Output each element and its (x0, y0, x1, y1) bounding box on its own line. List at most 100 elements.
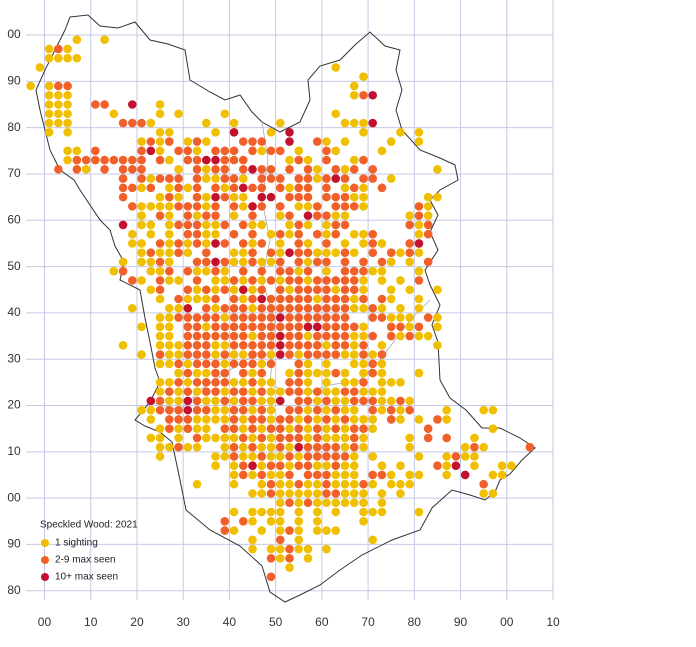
sighting-dot (211, 183, 220, 193)
sighting-dot (266, 415, 276, 424)
sighting-dot (137, 146, 146, 156)
sighting-dot (220, 415, 230, 424)
sighting-dot (386, 137, 396, 146)
sighting-dot (303, 313, 313, 322)
sighting-dot (44, 81, 54, 91)
sighting-dot (174, 146, 183, 156)
sighting-dot (497, 470, 507, 480)
sighting-dot (331, 202, 341, 211)
sighting-dot (211, 405, 220, 415)
sighting-dot (359, 378, 368, 387)
sighting-dot (229, 341, 239, 350)
sighting-dot (331, 109, 341, 119)
sighting-dot (238, 424, 248, 433)
sighting-dot (294, 192, 304, 202)
sighting-dot (238, 322, 248, 332)
sighting-dot (155, 174, 165, 183)
sighting-dot (257, 192, 267, 202)
sighting-dot (220, 285, 230, 295)
sighting-dot (414, 470, 424, 480)
sighting-dot (201, 331, 211, 341)
sighting-dot (303, 378, 313, 387)
sighting-dot (322, 368, 331, 378)
sighting-dot (331, 211, 341, 220)
sighting-dot (54, 53, 63, 63)
sighting-dot (155, 109, 165, 119)
sighting-dot (201, 387, 211, 396)
sighting-dot (294, 396, 304, 406)
sighting-dot (54, 90, 63, 100)
sighting-dot (183, 202, 193, 211)
sighting-dot (238, 331, 248, 341)
sighting-dot (423, 331, 433, 341)
sighting-dot (359, 516, 368, 526)
sighting-dot (349, 378, 359, 387)
sighting-dot (128, 183, 137, 193)
grid (26, 0, 554, 600)
sighting-dot (322, 146, 331, 156)
sighting-dot (322, 526, 331, 535)
sighting-dot (155, 211, 165, 220)
sighting-dot (423, 192, 433, 202)
sighting-dot (201, 378, 211, 387)
sighting-dot (294, 405, 304, 415)
sighting-dot (405, 313, 414, 322)
sighting-dot (220, 192, 230, 202)
sighting-dot (414, 137, 424, 146)
sighting-dot (377, 313, 387, 322)
sighting-dot (128, 202, 137, 211)
sighting-dot (322, 470, 331, 480)
sighting-dot (414, 415, 424, 424)
sighting-dot (433, 165, 442, 174)
sighting-dot (165, 174, 174, 183)
sighting-dot (257, 452, 267, 461)
sighting-dot (174, 359, 183, 369)
y-tick-label: 70 (7, 166, 21, 180)
sighting-dot (377, 303, 387, 313)
sighting-dot (322, 479, 331, 489)
sighting-dot (248, 322, 257, 332)
sighting-dot (201, 248, 211, 257)
sighting-dot (201, 257, 211, 267)
sighting-dot (275, 479, 285, 489)
sighting-dot (266, 489, 276, 498)
sighting-dot (349, 285, 359, 295)
sighting-dot (359, 331, 368, 341)
sighting-dot (285, 294, 294, 304)
sighting-dot (174, 433, 183, 443)
sighting-dot (118, 257, 128, 267)
sighting-dot (248, 535, 257, 545)
sighting-dot (54, 44, 63, 54)
sighting-dot (72, 146, 82, 156)
sighting-dot (165, 350, 174, 359)
sighting-dot (238, 239, 248, 248)
sighting-dot (359, 192, 368, 202)
sighting-dot (155, 137, 165, 146)
sighting-dot (54, 100, 63, 109)
sighting-dot (340, 202, 350, 211)
sighting-dot (312, 174, 322, 183)
sighting-dot (405, 220, 414, 230)
sighting-dot (238, 294, 248, 304)
sighting-dot (405, 239, 414, 248)
sighting-dot (183, 220, 193, 230)
sighting-dot (155, 100, 165, 109)
sighting-dot (174, 415, 183, 424)
sighting-dot (368, 331, 378, 341)
sighting-dot (294, 248, 304, 257)
sighting-dot (248, 544, 257, 554)
sighting-dot (266, 341, 276, 350)
sighting-dot (303, 331, 313, 341)
sighting-dot (155, 257, 165, 267)
sighting-dot (340, 174, 350, 183)
sighting-dot (377, 341, 387, 350)
sighting-dot (396, 396, 405, 406)
sighting-dot (285, 378, 294, 387)
sighting-dot (368, 424, 378, 433)
sighting-dot (44, 127, 54, 137)
sighting-dot (192, 368, 202, 378)
sighting-dot (285, 424, 294, 433)
sighting-dot (211, 452, 220, 461)
sighting-dot (201, 405, 211, 415)
sighting-dot (368, 313, 378, 322)
